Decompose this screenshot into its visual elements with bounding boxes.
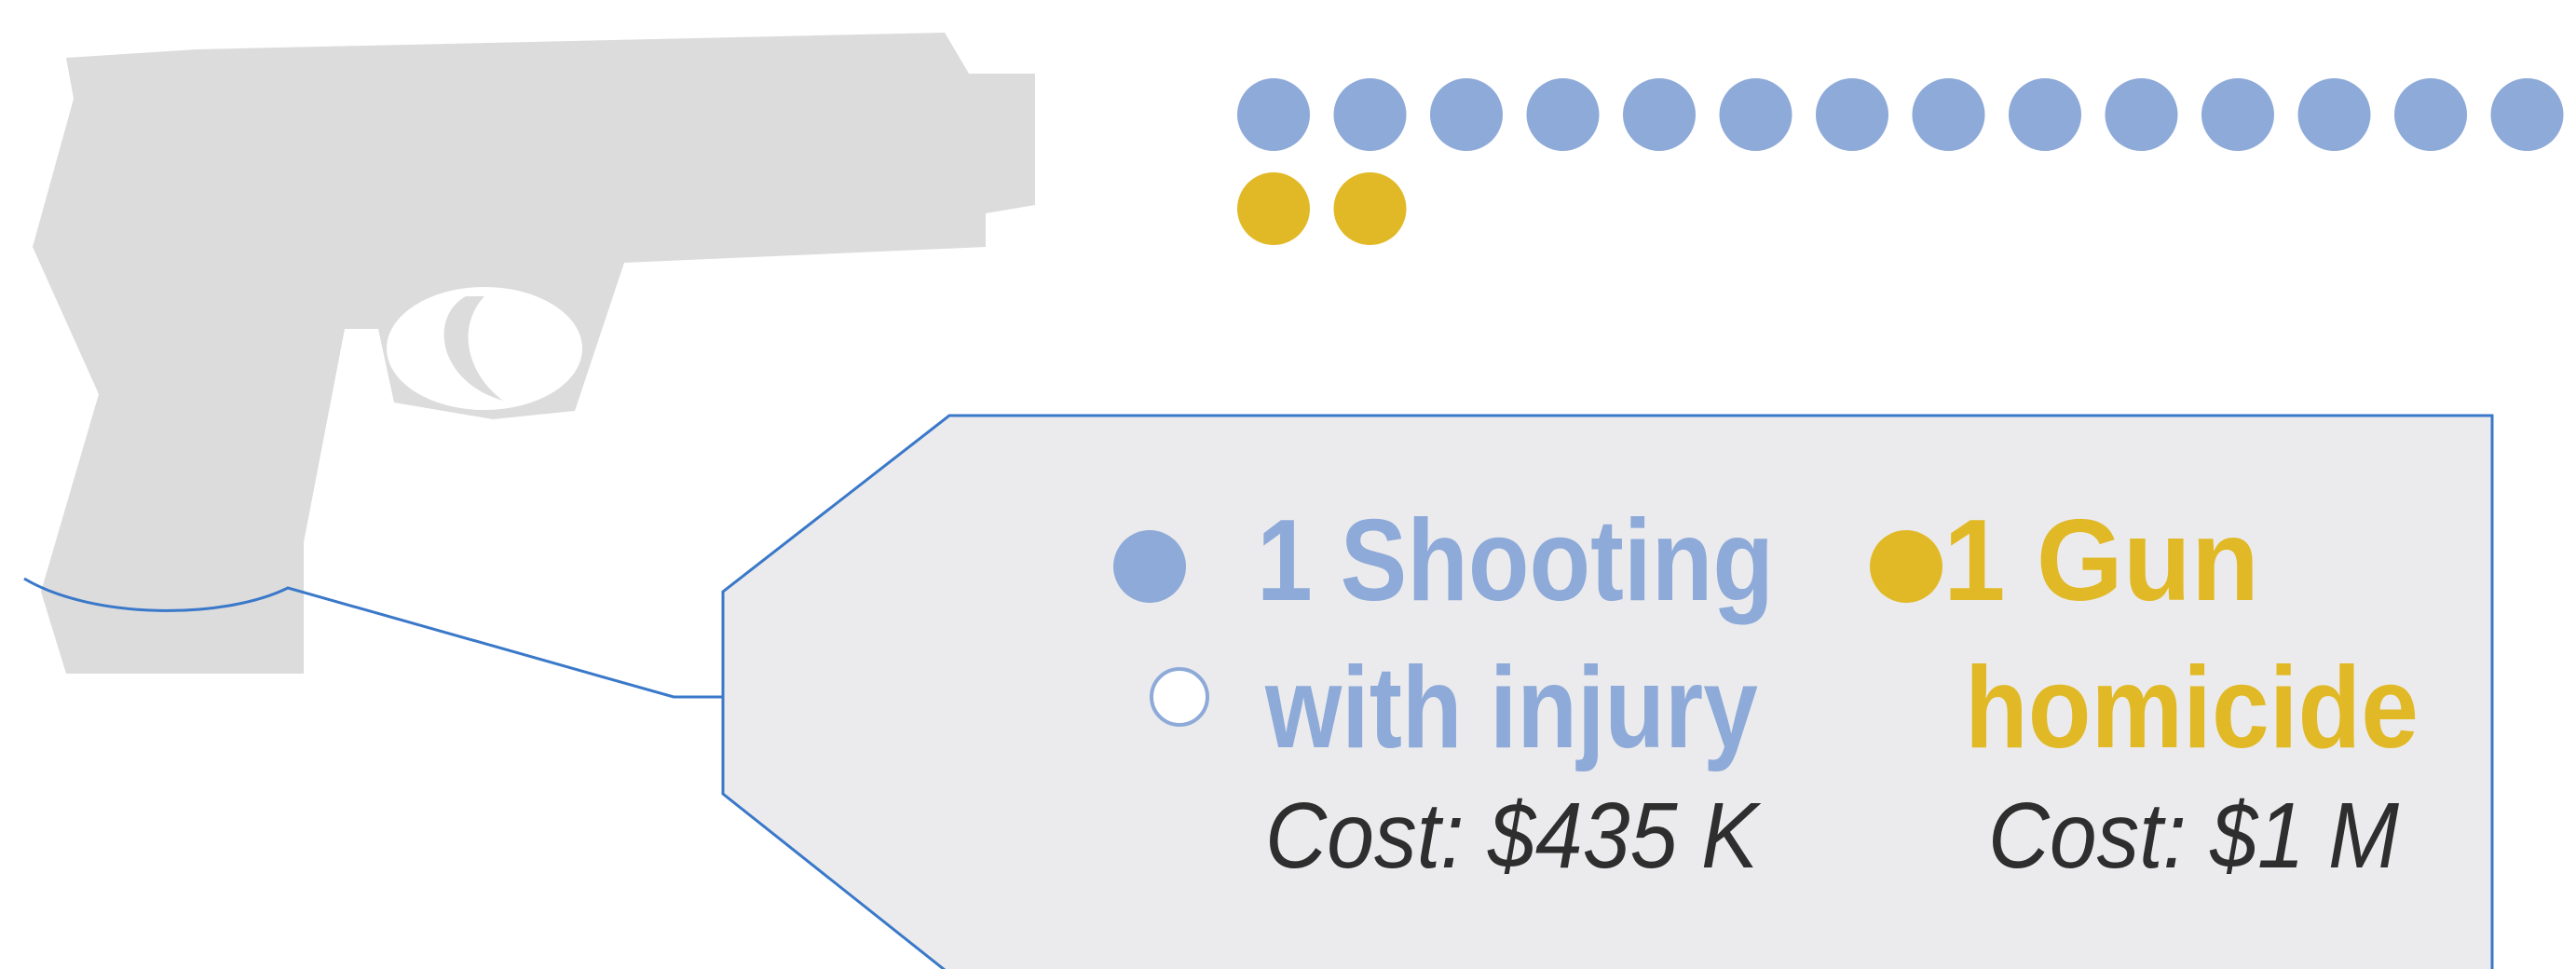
dot [1913, 78, 1985, 151]
legend-marker-homicide [1870, 530, 1942, 603]
dot [2106, 78, 2178, 151]
cost-label: Cost: $1 M [1988, 784, 2400, 888]
legend-label: 1 Shooting [1257, 497, 1774, 625]
dot [1430, 78, 1503, 151]
dot [1816, 78, 1888, 151]
legend-label: 1 Gun [1943, 497, 2259, 625]
legend-label: homicide [1965, 644, 2419, 772]
dot [2394, 78, 2467, 151]
page: {"pictograph": {"groups": [{"color": "#8… [0, 0, 2576, 969]
dot [1237, 78, 1310, 151]
dot [1720, 78, 1792, 151]
dot-grid [1237, 78, 2564, 245]
dot [1237, 172, 1310, 245]
dot [1334, 172, 1407, 245]
legend-label: with injury [1264, 644, 1758, 772]
dot [2298, 78, 2371, 151]
legend-marker-open [1152, 669, 1207, 725]
legend-marker-shooting [1113, 530, 1186, 603]
dot [2009, 78, 2081, 151]
dot [1527, 78, 1600, 151]
dot [1623, 78, 1696, 151]
dot [2491, 78, 2564, 151]
dot [2201, 78, 2274, 151]
cost-label: Cost: $435 K [1265, 784, 1762, 888]
infographic: 1 Shooting with injury Cost: $435 K 1 Gu… [0, 0, 2576, 969]
dot [1334, 78, 1407, 151]
